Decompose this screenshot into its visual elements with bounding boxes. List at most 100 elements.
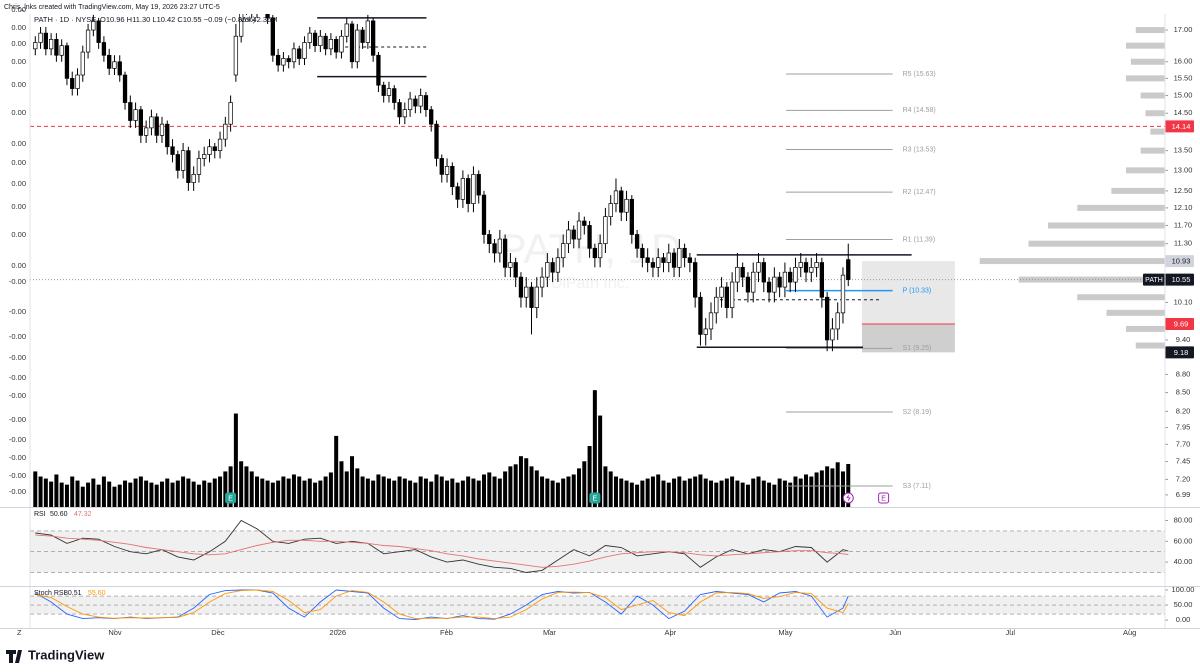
- corner-label: Z: [17, 628, 22, 637]
- pivot-label: S3 (7.11): [903, 483, 931, 490]
- volume-bar: [402, 478, 407, 507]
- volume-bar: [281, 476, 286, 507]
- volume-bar: [286, 478, 291, 507]
- volume-bar: [650, 476, 655, 507]
- candle-body: [191, 174, 196, 183]
- candle-body: [466, 178, 471, 204]
- y-tick-label: 8.20: [1176, 406, 1191, 415]
- volume-bar: [835, 462, 840, 507]
- volume-profile-row: [1048, 222, 1165, 229]
- candle-body: [212, 146, 217, 151]
- left-axis-label: 0.00: [11, 261, 26, 270]
- candle-body: [502, 238, 508, 268]
- y-tick-label: 7.20: [1176, 474, 1191, 483]
- candle-body: [460, 178, 466, 200]
- volume-bar: [344, 471, 349, 507]
- y-tick-label: 14.50: [1174, 108, 1193, 117]
- x-tick-label: Apr: [665, 628, 677, 637]
- volume-bar: [339, 461, 344, 507]
- volume-bar: [429, 481, 434, 507]
- left-axis-label: 0.00: [11, 23, 26, 32]
- volume-bar: [550, 480, 555, 507]
- volume-bar: [80, 486, 85, 507]
- volume-bar: [33, 471, 38, 507]
- candle-body: [297, 48, 302, 59]
- volume-profile-row: [1106, 309, 1165, 316]
- candle-body: [772, 276, 777, 293]
- volume-bar: [307, 478, 312, 507]
- y-tick-label: 9.40: [1176, 335, 1191, 344]
- pivot-label: R5 (15.63): [903, 71, 936, 78]
- y-tick-label: 100.00: [1172, 585, 1195, 594]
- badge-label: 9.18: [1174, 348, 1189, 357]
- candle-body: [682, 247, 687, 259]
- badge-label: 14.14: [1172, 122, 1191, 131]
- event-label: E: [593, 495, 598, 502]
- candle-body: [677, 247, 682, 268]
- candle-body: [724, 286, 729, 308]
- volume-bar: [392, 480, 397, 507]
- pivot-label: R4 (14.58): [903, 107, 936, 114]
- volume-bar: [244, 466, 249, 507]
- candle-body: [239, 14, 244, 37]
- candle-body: [165, 123, 170, 148]
- volume-bar: [202, 480, 207, 507]
- candle-body: [407, 98, 413, 111]
- candle-body: [719, 286, 724, 298]
- volume-bar: [434, 474, 439, 507]
- candle-body: [149, 116, 154, 129]
- volume-bar: [70, 476, 75, 507]
- candle-body: [803, 262, 809, 273]
- volume-bar: [313, 482, 318, 507]
- price-badge: [1165, 120, 1194, 133]
- oscillator-value: 55.60: [88, 590, 106, 597]
- candle-body: [455, 186, 460, 200]
- candle-body: [608, 203, 613, 217]
- ohlc-legend: O10.96 H11.30 L10.42 C10.55 −0.09 (−0.85…: [100, 15, 256, 24]
- y-tick-label: 40.00: [1174, 557, 1193, 566]
- candle-body: [344, 23, 349, 37]
- candle-body: [207, 146, 212, 155]
- volume-bar: [730, 476, 735, 507]
- oscillator-value: 47.32: [74, 511, 92, 518]
- candle-body: [101, 42, 107, 56]
- candle-body: [824, 296, 830, 341]
- volume-bar: [144, 480, 149, 507]
- candle-body: [429, 109, 434, 125]
- candle-body: [376, 54, 381, 86]
- x-tick-label: May: [778, 628, 792, 637]
- candle-body: [566, 229, 571, 245]
- candle-body: [54, 39, 59, 56]
- candle-body: [170, 146, 175, 155]
- volume-bar: [540, 476, 545, 507]
- candle-body: [117, 61, 122, 76]
- volume-profile-row: [1028, 240, 1165, 247]
- volume-bar: [360, 476, 365, 507]
- volume-bar: [756, 476, 761, 507]
- volume-bar: [128, 482, 133, 507]
- volume-bar: [635, 484, 640, 507]
- volume-bar: [561, 478, 566, 507]
- brand-name: TradingView: [28, 647, 105, 662]
- volume-bar: [735, 480, 740, 507]
- candle-body: [571, 229, 576, 240]
- volume-bar: [524, 458, 529, 507]
- candle-body: [312, 32, 318, 47]
- oscillator-value: 50.60: [50, 511, 68, 518]
- candle-body: [138, 109, 144, 136]
- volume-bar: [466, 476, 471, 507]
- candle-body: [307, 32, 312, 43]
- volume-profile-row: [1126, 325, 1165, 332]
- left-axis-label: 0.00: [11, 230, 26, 239]
- volume-bar: [355, 468, 360, 507]
- candle-body: [180, 150, 186, 171]
- candle-body: [80, 51, 85, 76]
- volume-bar: [265, 480, 270, 507]
- volume-bar: [408, 480, 413, 507]
- volume-bar: [439, 476, 444, 507]
- volume-profile-row: [1126, 167, 1165, 174]
- volume-bar: [656, 474, 661, 507]
- volume-bar: [101, 476, 106, 507]
- candle-body: [418, 95, 423, 107]
- volume-bar: [603, 466, 608, 507]
